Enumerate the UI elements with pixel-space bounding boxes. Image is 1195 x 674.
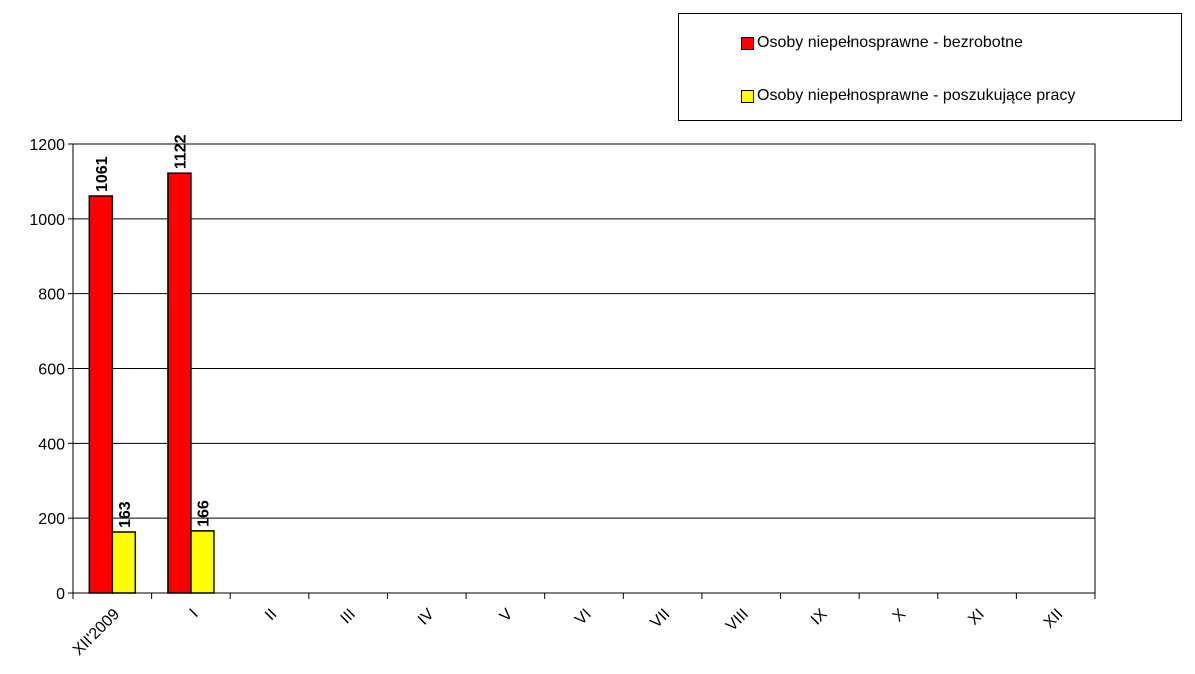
x-tick-label: III <box>338 606 359 627</box>
bar <box>190 530 215 594</box>
x-tick-label: V <box>497 606 517 626</box>
y-tick-label: 1200 <box>29 137 65 154</box>
x-tick-label: XI <box>965 606 988 629</box>
legend-swatch-red <box>741 36 754 50</box>
y-tick-label: 0 <box>56 586 65 603</box>
data-label: 163 <box>117 501 134 528</box>
y-tick-label: 400 <box>38 436 65 453</box>
legend-item-bezrobotne: Osoby niepełnosprawne - bezrobotne <box>741 34 1023 52</box>
y-tick-label: 800 <box>38 287 65 304</box>
bar <box>111 531 137 594</box>
x-tick-label: X <box>890 606 910 626</box>
x-tick-label: VI <box>572 606 595 629</box>
y-tick-label: 600 <box>38 362 65 379</box>
x-tick-label: VII <box>648 606 674 632</box>
x-tick-label: I <box>187 606 202 621</box>
y-tick-label: 1000 <box>29 212 65 229</box>
legend-label: Osoby niepełnosprawne - poszukujące prac… <box>757 87 1076 104</box>
x-tick-label: II <box>262 606 280 624</box>
x-tick-label: IV <box>415 606 438 629</box>
legend-label: Osoby niepełnosprawne - bezrobotne <box>757 34 1023 51</box>
legend-item-poszukujace: Osoby niepełnosprawne - poszukujące prac… <box>741 87 1075 105</box>
bar <box>167 172 192 594</box>
legend-swatch-yellow <box>741 89 754 103</box>
data-label: 1061 <box>94 156 111 192</box>
bar <box>88 195 114 594</box>
x-tick-label: VIII <box>723 606 752 635</box>
x-tick-label: XII'2009 <box>70 606 123 659</box>
data-label: 1122 <box>172 134 189 169</box>
x-tick-label: IX <box>808 606 831 629</box>
y-tick-label: 200 <box>38 511 65 528</box>
data-label: 166 <box>195 500 212 527</box>
legend: Osoby niepełnosprawne - bezrobotne Osoby… <box>678 13 1182 121</box>
x-tick-label: XII <box>1041 606 1067 632</box>
